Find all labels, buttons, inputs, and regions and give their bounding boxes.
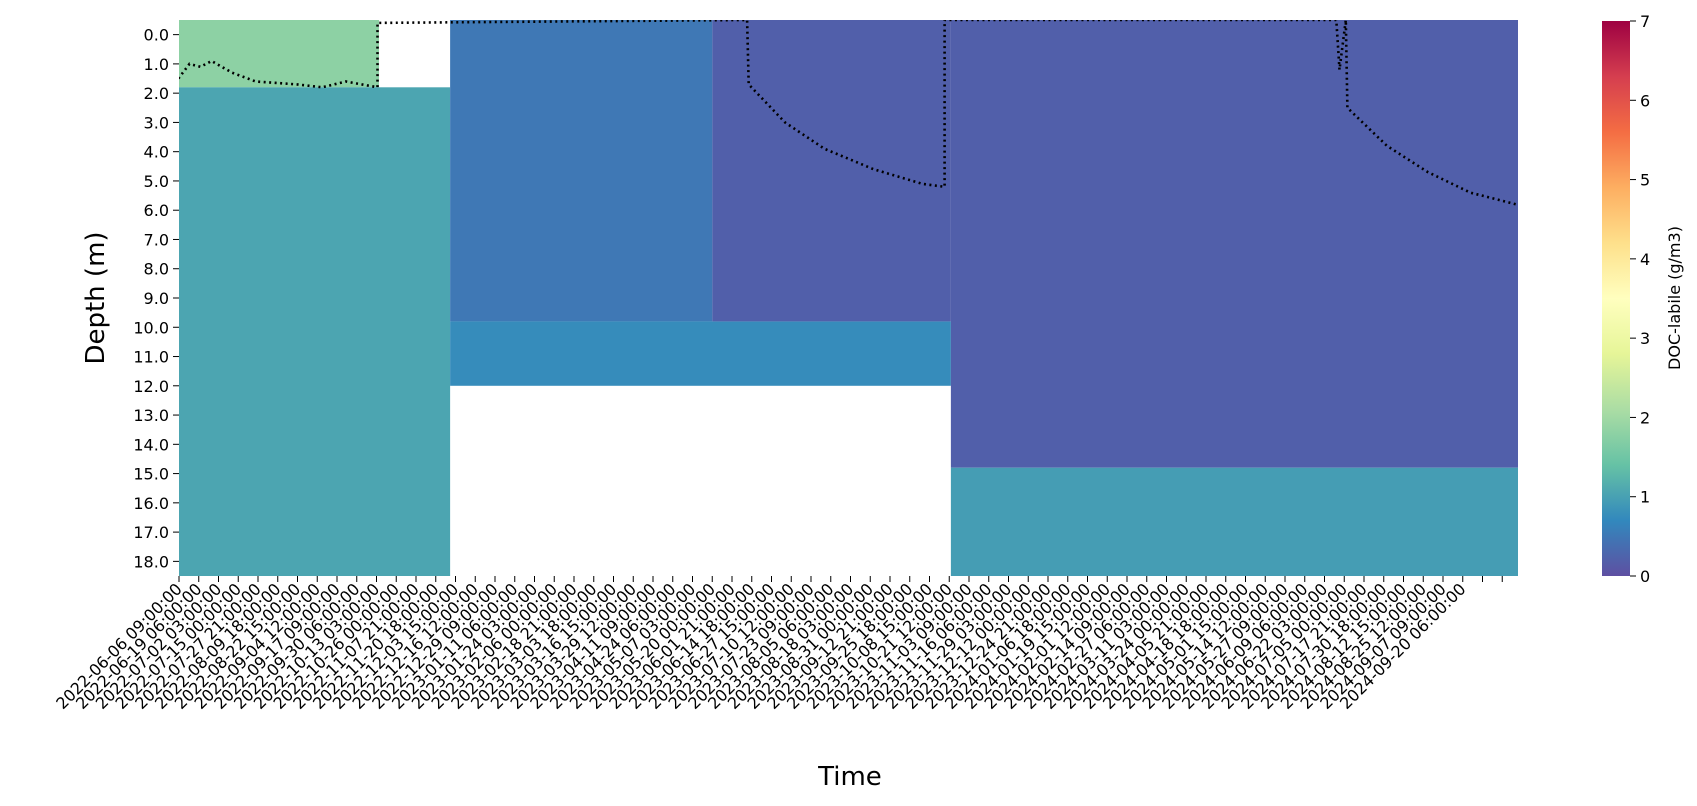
y-tick-label: 13.0 xyxy=(133,406,169,425)
thermocline-dotted-line xyxy=(179,20,1517,206)
y-tick-label: 14.0 xyxy=(133,435,169,454)
y-axis-ticks: 0.0 1.0 2.0 3.0 4.0 5.0 6.0 7.0 8.0 9.0 10.0 11.0 12… xyxy=(133,26,179,571)
colorbar-gradient xyxy=(1602,21,1630,576)
colorbar-tick-label: 5 xyxy=(1640,171,1650,190)
colorbar-tick-label: 6 xyxy=(1640,91,1650,110)
heatmap-region-3 xyxy=(450,321,951,386)
y-tick-label: 2.0 xyxy=(144,84,169,103)
y-tick-label: 6.0 xyxy=(144,201,169,220)
y-tick-label: 0.0 xyxy=(144,26,169,45)
colorbar-label: DOC-labile (g/m3) xyxy=(1665,226,1684,370)
y-tick-label: 12.0 xyxy=(133,377,169,396)
heatmap-region-6 xyxy=(950,467,1518,576)
y-tick-label: 17.0 xyxy=(133,523,169,542)
y-tick-label: 18.0 xyxy=(133,552,169,571)
y-tick-label: 3.0 xyxy=(144,113,169,132)
colorbar: 0 1 2 3 4 5 6 7 DOC-labile (g/m3) xyxy=(1602,12,1684,586)
heatmap-region-2 xyxy=(450,20,713,322)
y-tick-label: 4.0 xyxy=(144,143,169,162)
y-tick-label: 7.0 xyxy=(144,230,169,249)
colorbar-tick-label: 1 xyxy=(1640,488,1650,507)
colorbar-ticks: 0 1 2 3 4 5 6 7 xyxy=(1630,12,1650,586)
heatmap-region-1 xyxy=(179,87,451,576)
heatmap-plot-area xyxy=(179,20,1518,576)
y-tick-label: 8.0 xyxy=(144,260,169,279)
y-tick-label: 1.0 xyxy=(144,55,169,74)
heatmap-region-5 xyxy=(950,20,1518,468)
colorbar-tick-label: 2 xyxy=(1640,408,1650,427)
colorbar-tick-label: 3 xyxy=(1640,329,1650,348)
heatmap-region-0 xyxy=(179,20,380,88)
x-axis-label: Time xyxy=(817,762,882,792)
y-tick-label: 5.0 xyxy=(144,172,169,191)
colorbar-tick-label: 4 xyxy=(1640,250,1650,269)
y-tick-label: 15.0 xyxy=(133,465,169,484)
y-tick-label: 16.0 xyxy=(133,494,169,513)
y-axis-label: Depth (m) xyxy=(81,231,111,364)
y-tick-label: 11.0 xyxy=(133,348,169,367)
y-tick-label: 9.0 xyxy=(144,289,169,308)
y-tick-label: 10.0 xyxy=(133,318,169,337)
colorbar-tick-label: 7 xyxy=(1640,12,1650,31)
heatmap-region-4 xyxy=(712,20,951,322)
colorbar-tick-label: 0 xyxy=(1640,567,1650,586)
